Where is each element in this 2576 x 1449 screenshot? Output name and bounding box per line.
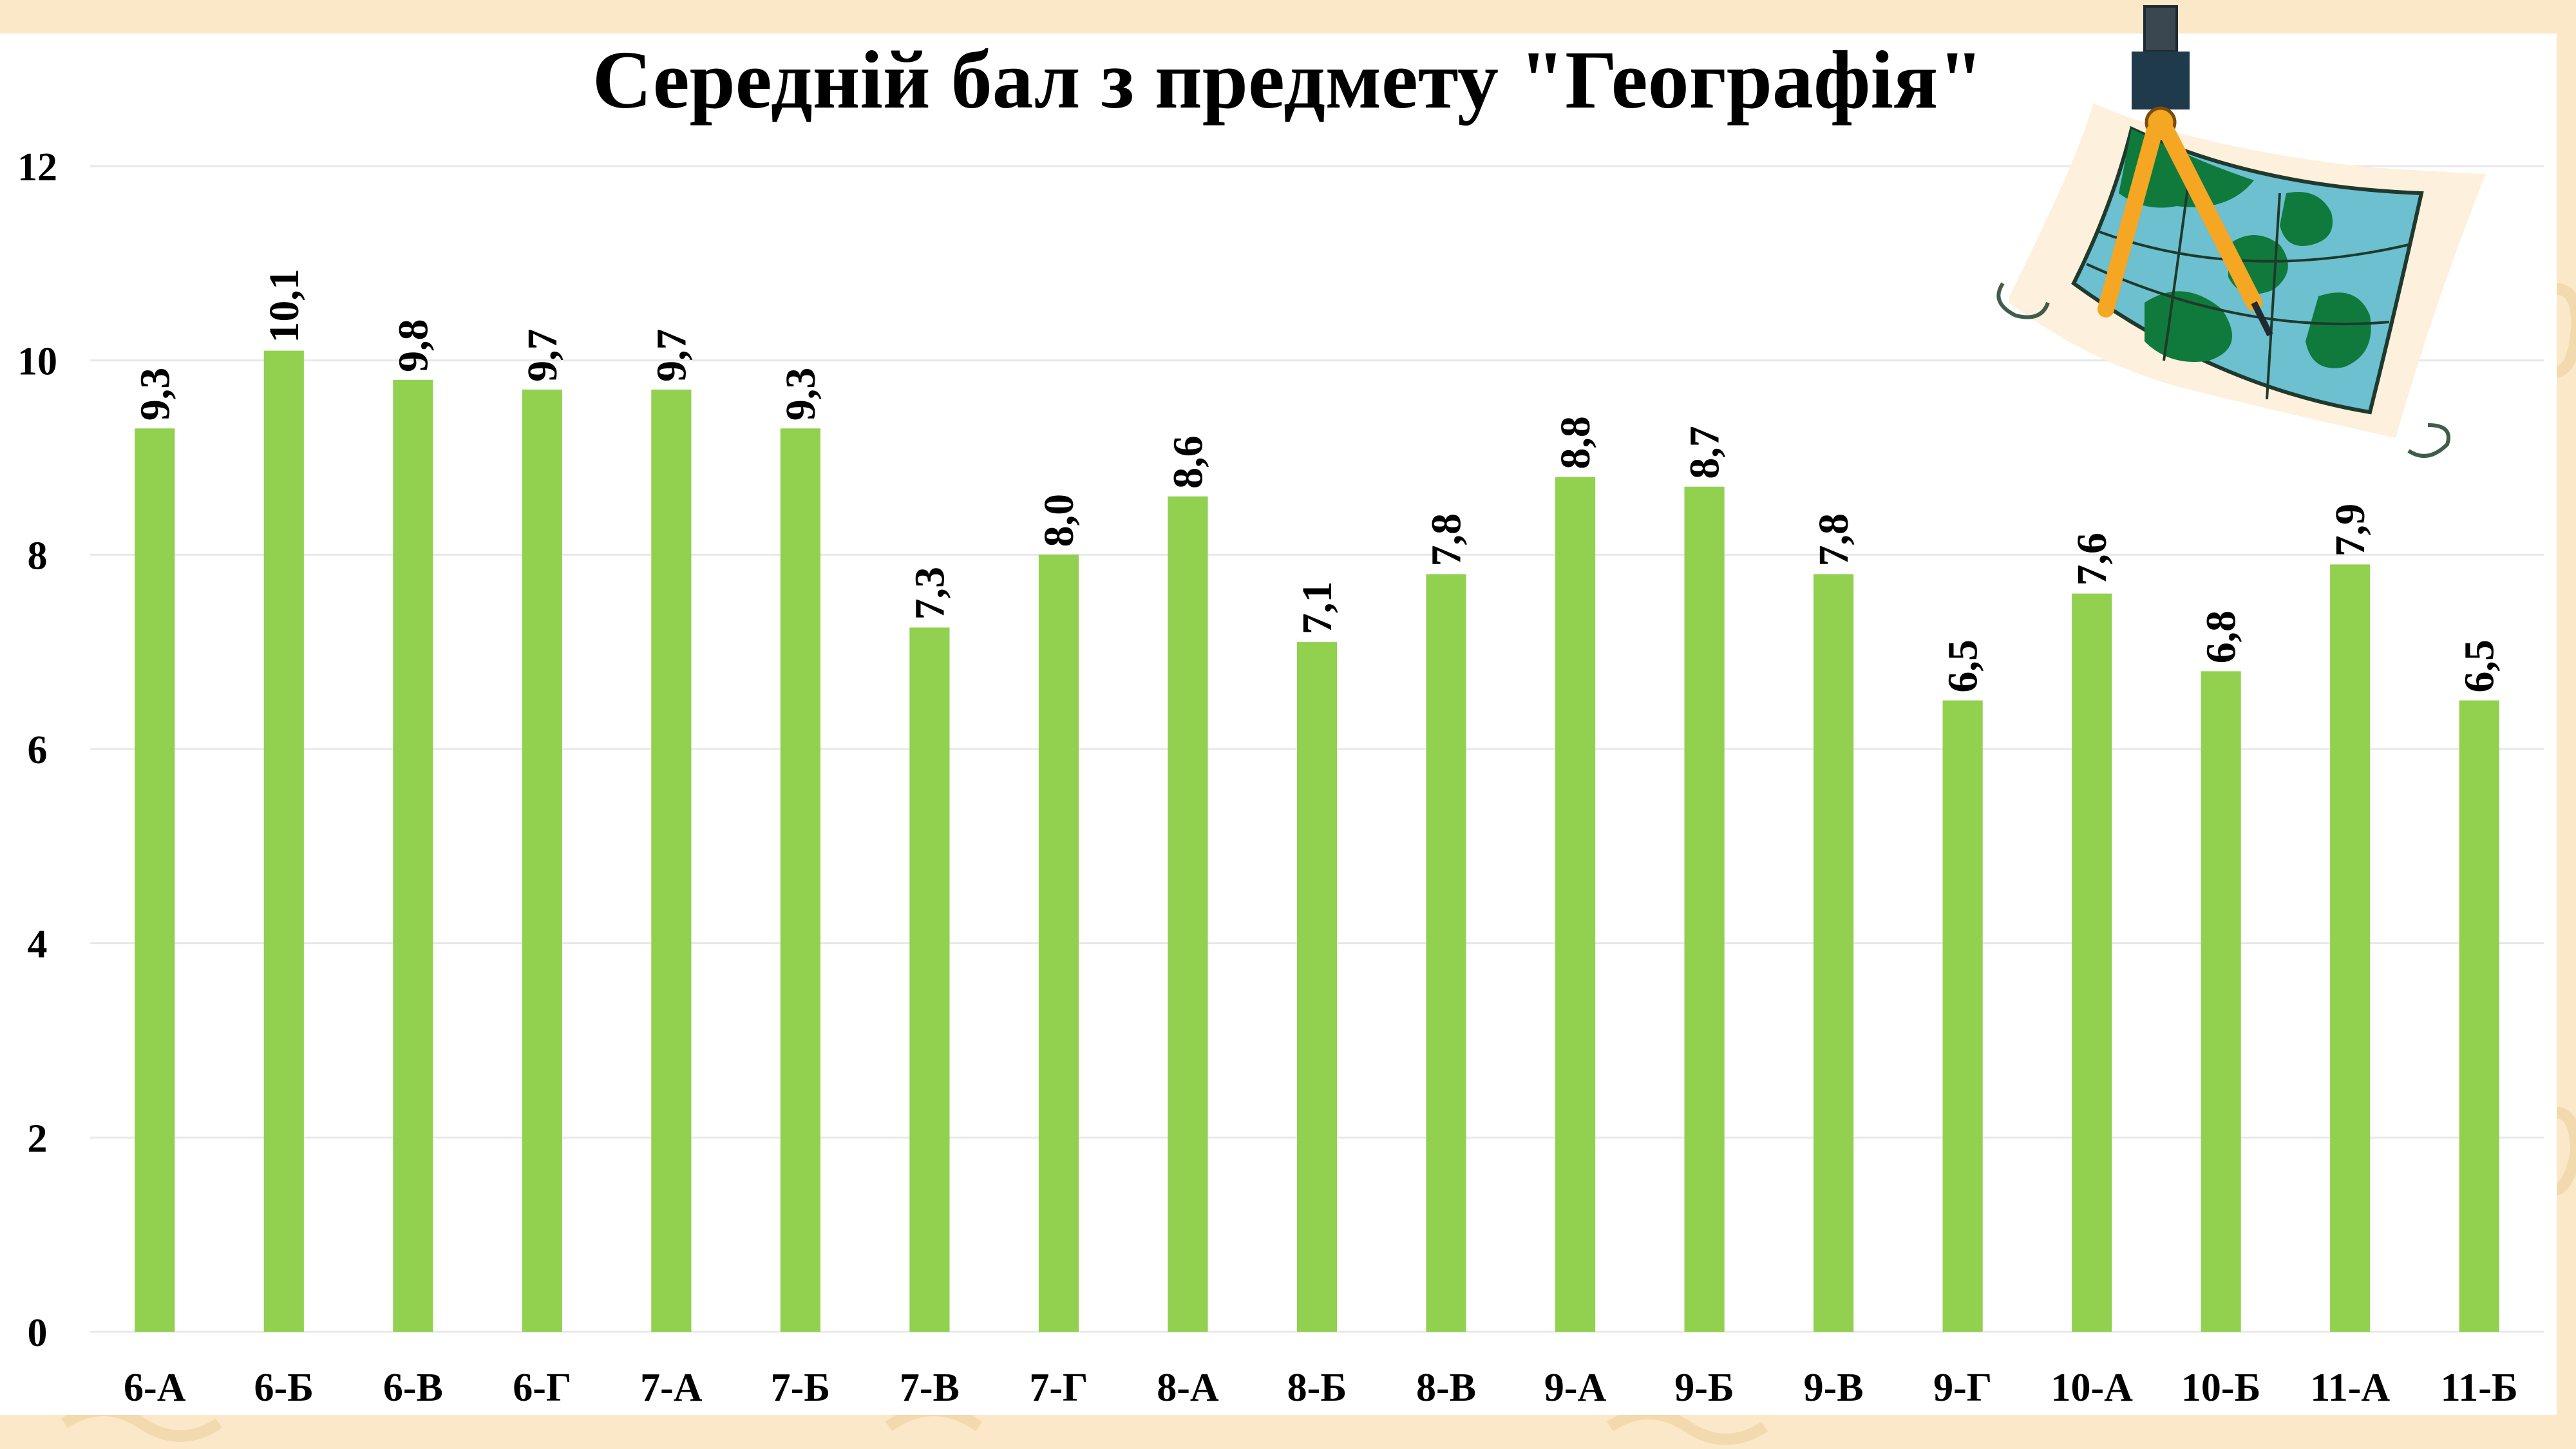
x-tick-label: 7-А [640,1366,703,1410]
y-tick-label: 2 [28,1117,48,1160]
data-label: 10,1 [261,269,308,343]
bar [135,428,175,1332]
data-labels: 9,3 10,1 9,8 9,7 9,7 9,3 7,3 8,0 8,6 7,1 7,8 8,8 8,7… [131,269,2503,693]
x-tick-label: 6-В [383,1366,443,1410]
data-label: 8,6 [1164,435,1211,489]
x-tick-label: 11-А [2310,1366,2390,1410]
x-tick-label: 9-Б [1674,1366,1734,1410]
data-label: 8,8 [1552,416,1599,469]
data-label: 7,3 [906,567,953,620]
x-tick-label: 11-Б [2441,1366,2518,1410]
bar [1296,642,1338,1332]
bar [2459,700,2499,1332]
y-axis-ticks: 0 2 4 6 8 10 12 [17,146,57,1355]
x-tick-label: 8-А [1157,1366,1219,1410]
bar [2072,593,2112,1332]
x-tick-label: 8-Б [1287,1366,1347,1410]
bars [135,350,2499,1332]
y-tick-label: 4 [28,923,48,967]
map-compass-icon [1996,5,2486,458]
y-tick-label: 6 [28,728,48,772]
bar [780,428,820,1332]
bar [393,379,433,1332]
x-axis-ticks: 6-А 6-Б 6-В 6-Г 7-А 7-Б 7-В 7-Г 8-А 8-Б 8-В 9-А 9-Б 9… [124,1366,2518,1410]
y-tick-label: 12 [17,146,57,189]
bar [1168,496,1208,1332]
data-label: 9,3 [777,368,824,421]
y-tick-label: 0 [28,1311,48,1355]
bar [2330,564,2371,1332]
x-tick-label: 6-Б [254,1366,314,1410]
data-label: 7,1 [1294,582,1341,635]
bar [263,350,304,1332]
x-tick-label: 8-В [1416,1366,1476,1410]
data-label: 9,7 [648,328,695,382]
bar [1814,574,1854,1332]
x-tick-label: 10-А [2050,1366,2133,1410]
bar [522,389,562,1332]
data-label: 7,8 [1423,513,1470,567]
x-tick-label: 7-Б [771,1366,831,1410]
x-tick-label: 9-В [1804,1366,1864,1410]
x-tick-label: 7-В [900,1366,960,1410]
data-label: 8,0 [1036,494,1083,547]
bar [1942,700,1983,1332]
data-label: 9,8 [390,319,437,372]
data-label: 6,5 [2456,639,2503,693]
data-label: 6,8 [2198,611,2245,664]
y-tick-label: 8 [28,534,48,578]
data-label: 9,3 [131,368,178,421]
bar [1038,554,1079,1332]
x-tick-label: 9-Г [1933,1366,1992,1410]
data-label: 7,6 [2069,533,2116,586]
data-label: 8,7 [1681,426,1728,479]
y-tick-label: 10 [17,340,57,384]
x-tick-label: 9-А [1544,1366,1607,1410]
bar [1426,574,1466,1332]
bar [651,389,692,1332]
data-label: 6,5 [1940,639,1987,693]
x-tick-label: 6-Г [513,1366,571,1410]
data-label: 7,9 [2327,504,2374,557]
chart-title: Середній бал з предмету "Географія" [592,34,1984,126]
x-tick-label: 10-Б [2181,1366,2261,1410]
x-tick-label: 7-Г [1029,1366,1088,1410]
bar [1555,477,1596,1332]
data-label: 7,8 [1810,513,1857,567]
data-label: 9,7 [519,328,566,382]
bar [1684,486,1725,1332]
bar [909,627,950,1332]
bar [2201,671,2241,1332]
x-tick-label: 6-А [124,1366,186,1410]
